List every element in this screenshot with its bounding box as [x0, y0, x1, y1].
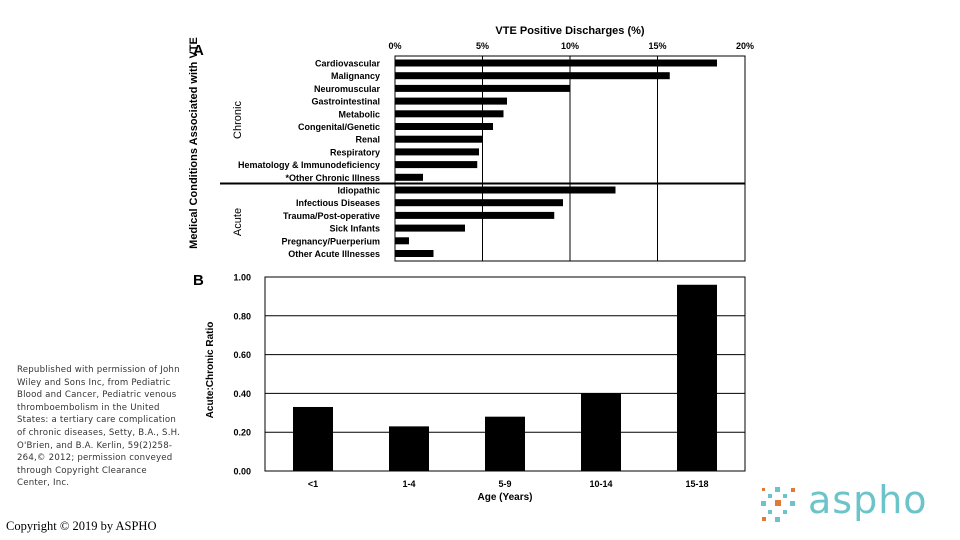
panel-a-x-tick-label: 5% — [476, 41, 489, 51]
aspho-logo: aspho — [758, 478, 938, 528]
panel-a-group-chronic: Chronic — [232, 101, 244, 139]
panel-a-bar — [395, 59, 717, 67]
panel-a-bar — [395, 250, 434, 257]
panel-a-ylabel: Medical Conditions Associated with VTE — [188, 37, 200, 249]
panel-a-category-label: Sick Infants — [329, 224, 380, 234]
panel-a-category-label: Infectious Diseases — [296, 198, 380, 208]
panel-a-category-label: Trauma/Post-operative — [283, 211, 380, 221]
panel-b-chart: B 0.00 0.20 0.40 0.60 0.80 1.00 <1 1-4 5-9 10-14… — [193, 272, 746, 503]
panel-a-category-label: Hematology & Immunodeficiency — [238, 160, 380, 170]
panel-b-label: B — [193, 272, 204, 289]
panel-a-label: A — [193, 42, 204, 59]
panel-b-xlabel: Age (Years) — [477, 492, 532, 503]
panel-a-bar — [395, 199, 563, 207]
panel-a-category-label: Idiopathic — [338, 186, 381, 196]
panel-a-bar — [395, 135, 483, 143]
panel-a-bar — [395, 123, 493, 130]
panel-a-chart: A VTE Positive Discharges (%) 0% 5% 10% 15%… — [188, 25, 754, 262]
aspho-logo-text: aspho — [808, 478, 928, 522]
panel-a-bar — [395, 148, 479, 156]
panel-b-category-label: 10-14 — [589, 479, 612, 489]
panel-a-x-tick-label: 15% — [648, 41, 666, 51]
panel-a-category-label: Gastrointestinal — [311, 97, 380, 107]
panel-b-category-label: 15-18 — [685, 479, 708, 489]
panel-b-plot-frame — [264, 276, 746, 472]
panel-b-category-label: 1-4 — [402, 479, 415, 489]
panel-a-category-label: Congenital/Genetic — [298, 122, 380, 132]
panel-a-bar — [395, 237, 409, 245]
panel-a-bar — [395, 72, 670, 80]
panel-a-category-label: Pregnancy/Puerperium — [281, 236, 380, 246]
panel-a-category-label: *Other Chronic Illness — [285, 173, 380, 183]
copyright-notice: Copyright © 2019 by ASPHO — [6, 519, 157, 533]
panel-a-bar — [395, 173, 423, 181]
permission-credit: Republished with permission of John Wile… — [17, 365, 181, 489]
panel-b-ylabel: Acute:Chronic Ratio — [205, 322, 216, 419]
panel-b-y-tick-label: 0.60 — [233, 350, 251, 360]
panel-a-x-tick-label: 20% — [736, 41, 754, 51]
panel-a-category-label: Respiratory — [330, 147, 380, 157]
panel-a-category-label: Other Acute Illnesses — [288, 249, 380, 259]
panel-a-bar — [395, 110, 504, 118]
panel-a-plot-frame — [394, 55, 746, 262]
panel-a-category-label: Malignancy — [331, 71, 380, 81]
panel-b-y-tick-label: 0.00 — [233, 467, 251, 477]
panel-a-title: VTE Positive Discharges (%) — [495, 25, 644, 37]
panel-b-y-tick-label: 0.20 — [233, 428, 251, 438]
panel-a-bar — [395, 224, 465, 232]
panel-a-bar — [395, 97, 507, 105]
panel-a-x-tick-label: 0% — [388, 41, 401, 51]
panel-a-bar — [395, 161, 478, 169]
panel-a-group-acute: Acute — [232, 208, 244, 236]
panel-a-bar — [395, 186, 616, 194]
panel-b-bar — [581, 393, 621, 471]
panel-a-category-label: Metabolic — [338, 109, 380, 119]
panel-a-category-label: Renal — [355, 135, 380, 145]
panel-b-bar — [677, 284, 717, 471]
panel-a-x-tick-label: 10% — [561, 41, 579, 51]
panel-b-bar — [485, 416, 525, 471]
panel-b-y-tick-label: 1.00 — [233, 273, 251, 283]
panel-b-category-label: 5-9 — [498, 479, 511, 489]
panel-b-bar — [389, 426, 429, 471]
aspho-mark-icon — [761, 487, 795, 522]
panel-a-bar — [395, 84, 570, 92]
panel-b-category-label: <1 — [308, 479, 318, 489]
panel-b-bar — [293, 406, 333, 471]
panel-a-category-label: Cardiovascular — [315, 59, 381, 69]
panel-a-bar — [395, 211, 555, 219]
panel-b-y-tick-label: 0.40 — [233, 389, 251, 399]
panel-a-category-label: Neuromuscular — [314, 84, 381, 94]
panel-b-y-tick-label: 0.80 — [233, 311, 251, 321]
